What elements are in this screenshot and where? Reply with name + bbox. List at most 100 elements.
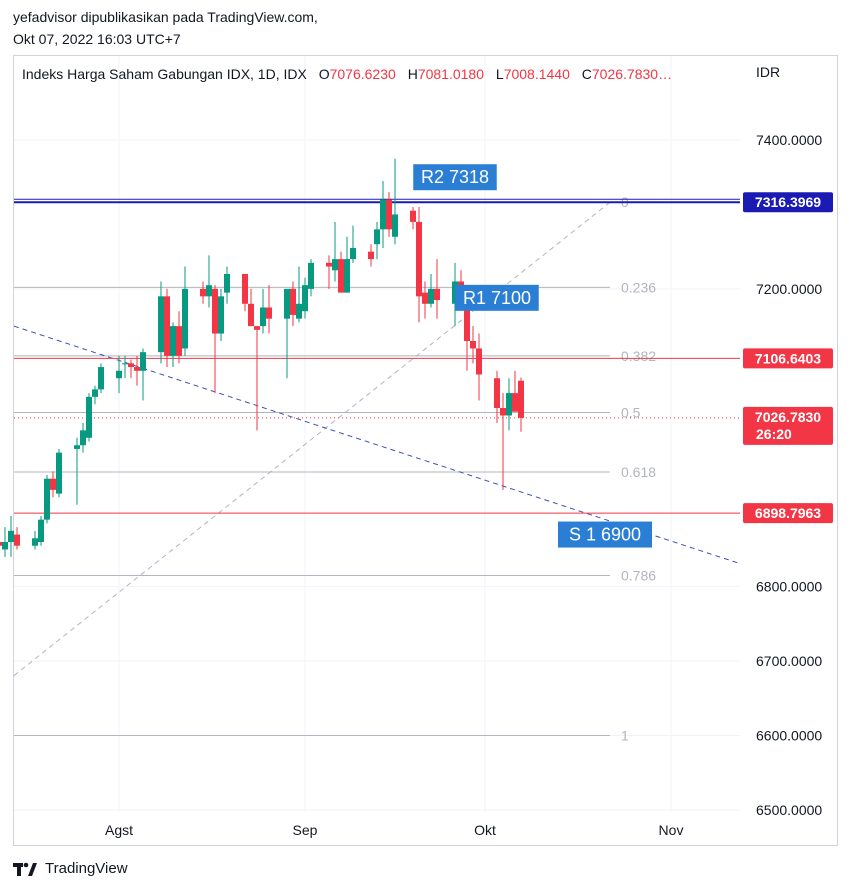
candle-body — [8, 530, 14, 542]
candle-body — [128, 363, 134, 368]
candle-body — [428, 288, 434, 304]
y-tick-label: 6500.0000 — [756, 802, 822, 818]
open-key: O — [318, 66, 330, 82]
candle-body — [350, 247, 356, 260]
candle-body — [254, 326, 260, 330]
candle-body — [2, 542, 8, 550]
candle-body — [416, 221, 422, 297]
x-tick-label: Nov — [659, 822, 684, 838]
candle-body — [224, 274, 230, 293]
y-tick-label: 6600.0000 — [756, 728, 822, 744]
y-tick-label: 6700.0000 — [756, 653, 822, 669]
candle-body — [422, 292, 428, 304]
candle-body — [170, 326, 176, 356]
candle-body — [212, 288, 218, 334]
candle-body — [218, 296, 224, 334]
price-tag — [743, 406, 833, 445]
annotation-box — [558, 521, 652, 548]
footer-brand: TradingView — [45, 860, 128, 877]
ohlc-legend: Indeks Harga Saham Gabungan IDX, 1D, IDX… — [22, 66, 672, 82]
candle-body — [506, 393, 512, 416]
candle-body — [470, 341, 476, 349]
candle-body — [44, 478, 50, 520]
tradingview-logo-icon — [13, 862, 37, 876]
candle-body — [260, 307, 266, 327]
annotation-box — [455, 284, 539, 311]
candle-body — [266, 307, 272, 319]
fib-level-label: 0.5 — [621, 404, 641, 420]
candle-body — [242, 274, 248, 304]
price-tag — [743, 348, 833, 369]
y-tick-label: 7400.0000 — [756, 132, 822, 148]
candle-body — [380, 199, 386, 230]
candle-body — [116, 370, 122, 379]
symbol-label: Indeks Harga Saham Gabungan IDX, 1D, IDX — [22, 66, 307, 82]
candle-body — [326, 262, 332, 267]
candle-body — [14, 534, 20, 546]
candle-body — [392, 214, 398, 237]
candle-body — [176, 326, 182, 356]
candle-body — [332, 259, 338, 271]
high-key: H — [407, 66, 418, 82]
date-line: Okt 07, 2022 16:03 UTC+7 — [13, 31, 181, 47]
y-tick-label: 7200.0000 — [756, 281, 822, 297]
candle-body — [134, 367, 140, 371]
price-tag-label: 6898.7963 — [755, 505, 821, 521]
candle-body — [86, 396, 92, 438]
candle-body — [434, 288, 440, 301]
candle-body — [56, 452, 62, 494]
candle-body — [464, 288, 470, 341]
candle-body — [140, 352, 146, 371]
candle-body — [200, 288, 206, 297]
low-value: 7008.1440 — [503, 66, 570, 82]
candle-body — [164, 296, 170, 356]
candle-body — [74, 445, 80, 449]
annotation-label: S 1 6900 — [569, 525, 641, 545]
candle-body — [50, 478, 56, 490]
candle-body — [308, 262, 314, 289]
close-key: C — [581, 66, 592, 82]
x-tick-label: Sep — [293, 822, 318, 838]
price-tag-label: 7106.6403 — [755, 350, 821, 366]
candle-body — [182, 288, 188, 349]
candle-body — [38, 519, 44, 542]
currency-label: IDR — [756, 64, 780, 80]
candle-body — [512, 393, 518, 412]
candle-body — [290, 288, 296, 315]
footer: TradingView — [13, 860, 128, 877]
candle-body — [248, 303, 254, 327]
y-tick-label: 6800.0000 — [756, 579, 822, 595]
price-tag — [743, 192, 833, 213]
candle-body — [374, 229, 380, 245]
fib-level-label: 0.236 — [621, 279, 656, 295]
publisher-line: yefadvisor dipublikasikan pada TradingVi… — [13, 9, 318, 25]
candle-body — [338, 259, 344, 293]
fib-trend-line — [13, 201, 611, 676]
candle-body — [476, 348, 482, 375]
annotation-box — [413, 164, 497, 191]
countdown-label: 26:20 — [756, 426, 792, 442]
candle-body — [32, 538, 38, 546]
candle-body — [206, 285, 212, 297]
candle-body — [518, 380, 524, 418]
price-tag — [743, 503, 833, 524]
candle-body — [500, 408, 506, 416]
candle-body — [296, 303, 302, 319]
candle-body — [386, 199, 392, 230]
high-value: 7081.0180 — [417, 66, 484, 82]
price-tag-label: 7316.3969 — [755, 194, 821, 210]
candle-body — [452, 281, 458, 304]
fib-level-label: 1 — [621, 728, 629, 744]
candle-body — [302, 285, 308, 312]
trend-line — [13, 325, 741, 565]
candle-body — [122, 363, 128, 365]
open-value: 7076.6230 — [329, 66, 396, 82]
candle-body — [0, 542, 2, 546]
annotation-label: R2 7318 — [421, 167, 489, 187]
x-tick-label: Okt — [474, 822, 496, 838]
price-tag-label: 7026.7830 — [755, 409, 821, 425]
candle-body — [92, 389, 98, 397]
candle-body — [80, 430, 86, 446]
x-tick-label: Agst — [105, 822, 133, 838]
